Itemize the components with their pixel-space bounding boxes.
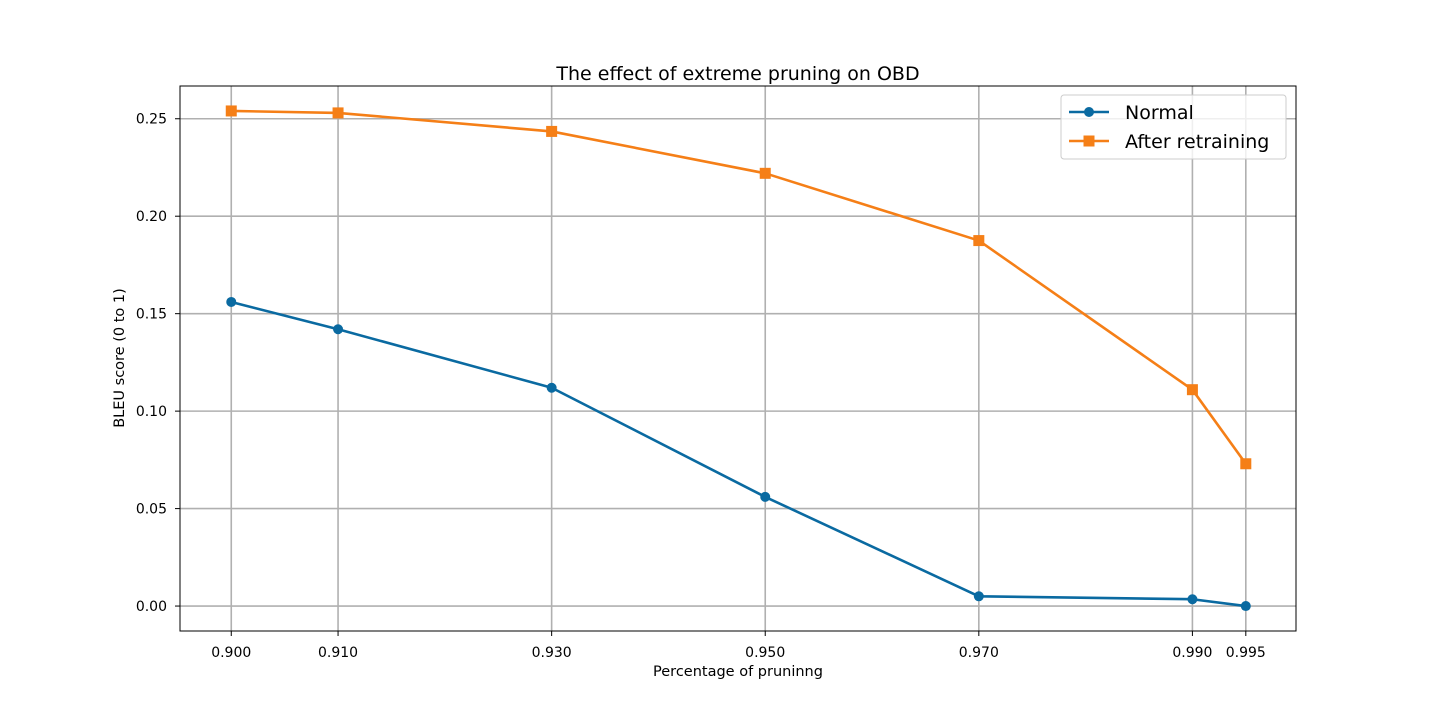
grid-lines <box>180 86 1296 631</box>
x-tick-label: 0.950 <box>745 645 785 661</box>
data-point-normal <box>1240 601 1251 612</box>
data-point-normal <box>333 324 344 335</box>
y-axis-ticks: 0.00 0.05 0.10 0.15 0.20 0.25 <box>136 112 180 615</box>
data-point-after-retraining <box>225 105 237 117</box>
plot-frame <box>179 85 1297 632</box>
data-point-normal <box>973 591 984 602</box>
x-tick-label: 0.990 <box>1172 645 1212 661</box>
data-point-after-retraining <box>973 235 985 247</box>
data-point-normal <box>760 491 771 502</box>
legend-marker-normal <box>1084 107 1094 117</box>
x-tick-label: 0.970 <box>959 645 999 661</box>
legend-box <box>1060 94 1287 160</box>
data-point-after-retraining <box>1240 458 1252 470</box>
x-tick-label: 0.995 <box>1226 645 1266 661</box>
series-group <box>225 105 1252 612</box>
chart-title: The effect of extreme pruning on OBD <box>555 63 919 85</box>
x-axis-label: Percentage of pruninng <box>653 664 823 680</box>
data-point-after-retraining <box>1186 384 1198 396</box>
data-point-after-retraining <box>759 167 771 179</box>
legend-marker-after-retraining <box>1083 135 1095 147</box>
y-tick-label: 0.20 <box>136 209 167 225</box>
y-tick-label: 0.15 <box>136 307 167 323</box>
x-tick-label: 0.900 <box>211 645 251 661</box>
y-tick-label: 0.00 <box>136 599 167 615</box>
data-point-normal <box>226 296 237 307</box>
y-tick-label: 0.05 <box>136 502 167 518</box>
y-tick-label: 0.10 <box>136 404 167 420</box>
y-axis-label: BLEU score (0 to 1) <box>112 288 128 428</box>
data-point-after-retraining <box>546 125 558 137</box>
y-tick-label: 0.25 <box>136 112 167 128</box>
data-point-normal <box>1187 594 1198 605</box>
legend-label-after-retraining: After retraining <box>1125 131 1269 153</box>
legend-label-normal: Normal <box>1125 102 1194 124</box>
data-point-after-retraining <box>332 107 344 119</box>
legend: Normal After retraining <box>1060 94 1287 160</box>
x-axis-ticks: 0.900 0.910 0.930 0.950 0.970 0.990 0.995 <box>211 631 1266 661</box>
x-tick-label: 0.930 <box>532 645 572 661</box>
x-tick-label: 0.910 <box>318 645 358 661</box>
data-point-normal <box>546 382 557 393</box>
